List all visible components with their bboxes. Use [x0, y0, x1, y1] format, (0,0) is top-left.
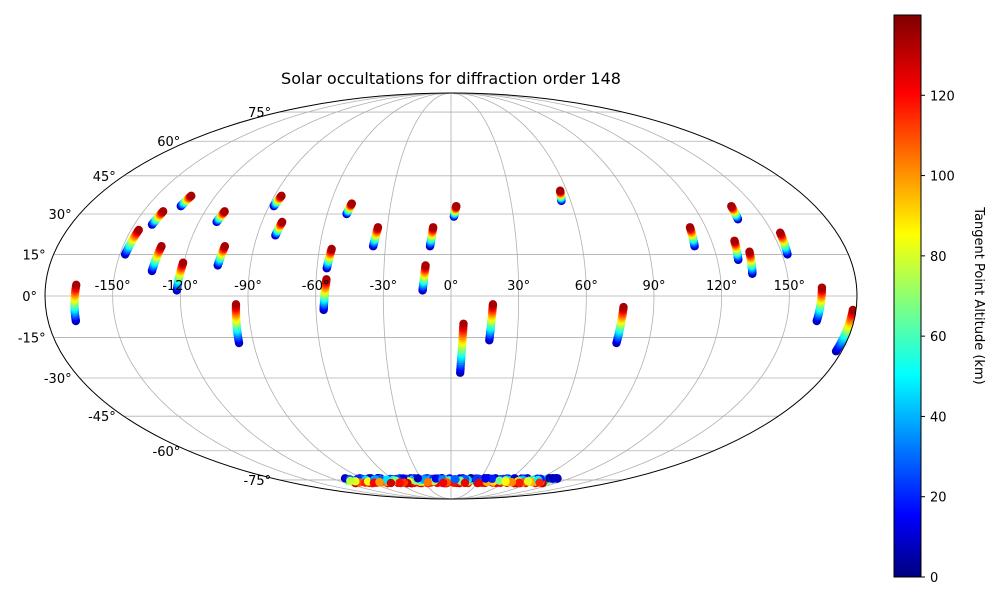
- occultation-point: [134, 225, 143, 235]
- latitude-tick-label: 75°: [248, 106, 271, 121]
- occultation-point: [395, 478, 404, 487]
- latitude-tick-label: -30°: [44, 372, 72, 387]
- occultation-point: [619, 302, 628, 312]
- longitude-gridline: [315, 93, 452, 499]
- longitude-gridline: [112, 93, 452, 499]
- longitude-tick-label: -120°: [162, 279, 198, 294]
- occultation-point: [450, 474, 459, 484]
- occultation-point: [817, 283, 827, 292]
- occultation-point: [72, 280, 81, 290]
- occultation-point: [277, 217, 287, 227]
- occultation-point: [178, 258, 188, 267]
- longitude-gridline: [450, 93, 655, 499]
- longitude-tick-label: 120°: [706, 279, 737, 294]
- occultation-points: [70, 186, 857, 488]
- colorbar-label: Tangent Point Altitude (km): [971, 206, 986, 384]
- longitude-tick-label: 60°: [575, 279, 598, 294]
- latitude-tick-label: -15°: [18, 332, 46, 347]
- colorbar-tick-label: 40: [930, 410, 947, 425]
- occultation-point: [327, 244, 336, 254]
- occultation-point: [507, 477, 516, 487]
- colorbar-tick-label: 80: [930, 250, 947, 265]
- occultation-point: [431, 474, 440, 483]
- longitude-gridline: [382, 93, 452, 499]
- longitude-gridline: [450, 93, 790, 499]
- occultation-point: [220, 207, 229, 216]
- occultation-point: [158, 207, 168, 216]
- occultation-point: [745, 247, 754, 256]
- longitude-tick-label: 30°: [507, 279, 530, 294]
- occultation-point: [459, 319, 468, 328]
- latitude-tick-label: 45°: [93, 170, 116, 185]
- colorbar-tick-label: 120: [930, 89, 955, 104]
- longitude-tick-label: 150°: [774, 279, 805, 294]
- occultation-point: [474, 478, 483, 488]
- occultation-point: [553, 474, 562, 483]
- occultation-point: [428, 223, 438, 232]
- occultation-point: [421, 261, 430, 270]
- occultation-point: [375, 477, 384, 487]
- latitude-tick-label: 0°: [22, 290, 37, 305]
- longitude-tick-label: 90°: [642, 279, 665, 294]
- occultation-point: [220, 242, 230, 251]
- longitude-gridline: [450, 93, 587, 499]
- occultation-point: [515, 478, 524, 487]
- occultation-point: [423, 478, 432, 487]
- colorbar-tick-label: 60: [930, 330, 947, 345]
- occultation-point: [347, 199, 356, 208]
- longitude-gridline: [179, 93, 452, 499]
- longitude-tick-label: 0°: [444, 279, 459, 294]
- longitude-tick-label: -30°: [369, 279, 397, 294]
- latitude-tick-label: -45°: [88, 410, 116, 425]
- occultation-point: [413, 474, 423, 483]
- map-boundary: [44, 92, 858, 500]
- occultation-point: [501, 477, 510, 486]
- longitude-tick-label: -150°: [95, 279, 131, 294]
- latitude-tick-label: 15°: [23, 248, 46, 263]
- occultation-point: [481, 474, 490, 483]
- longitude-gridline: [247, 93, 452, 499]
- colorbar-tick-label: 20: [930, 491, 947, 506]
- longitude-tick-label: -60°: [302, 279, 330, 294]
- colorbar-ticks: 0 20 40 60 80 100 120: [921, 89, 955, 586]
- latitude-tick-label: 60°: [157, 135, 180, 150]
- occultation-point: [346, 476, 355, 486]
- latitude-tick-label: -60°: [153, 445, 181, 460]
- occultation-point: [277, 191, 286, 201]
- colorbar-tick-label: 100: [930, 170, 955, 185]
- occultation-point: [187, 191, 196, 201]
- occultation-point: [231, 300, 241, 309]
- longitude-tick-label: -90°: [234, 279, 262, 294]
- colorbar-tick-label: 0: [930, 571, 938, 586]
- occultation-point: [848, 305, 857, 315]
- latitude-tick-label: -75°: [243, 474, 271, 489]
- occultation-point: [460, 478, 470, 488]
- occultation-point: [685, 223, 695, 232]
- occultation-point: [373, 223, 383, 232]
- occultation-point: [523, 477, 533, 486]
- occultation-point: [727, 201, 736, 211]
- occultation-point: [386, 478, 396, 488]
- occultation-point: [730, 236, 739, 245]
- occultation-point: [555, 186, 565, 195]
- latitude-tick-labels: -75° -60° -45° -30° -15° 0° 15° 30° 45° 60° 75°: [18, 106, 271, 489]
- longitude-gridline: [450, 93, 723, 499]
- occultation-point: [157, 242, 166, 251]
- occultation-point: [535, 478, 544, 487]
- occultation-point: [452, 201, 461, 211]
- latitude-tick-label: 30°: [49, 208, 72, 223]
- longitude-tick-labels: -150° -120° -90° -60° -30° 0° 30° 60° 90° 120° 150…: [95, 279, 805, 294]
- occultation-point: [775, 228, 785, 237]
- occultation-point: [322, 275, 331, 284]
- longitude-gridline: [450, 93, 520, 499]
- occultation-point: [487, 474, 497, 484]
- graticule-grid: [45, 93, 857, 499]
- chart-title: Solar occultations for diffraction order…: [281, 69, 621, 88]
- occultation-point: [488, 300, 498, 309]
- colorbar: [893, 14, 922, 578]
- occultation-point: [439, 478, 448, 488]
